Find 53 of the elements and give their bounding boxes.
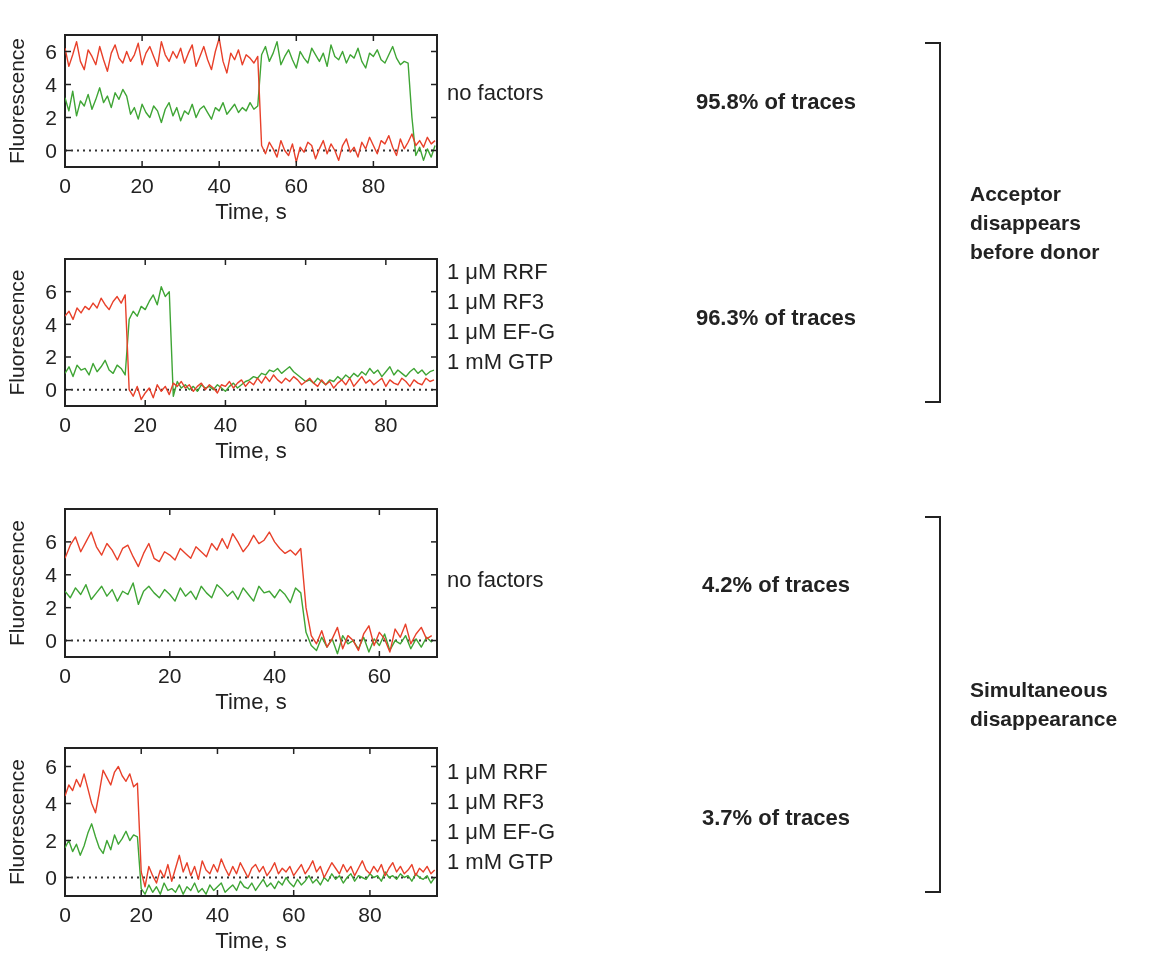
y-tick-label: 0	[45, 378, 57, 402]
text: no factors	[447, 566, 544, 592]
x-tick-label: 60	[282, 903, 306, 926]
y-tick-label: 2	[45, 105, 57, 129]
x-axis-title: Time, s	[215, 689, 287, 714]
line-series	[65, 823, 436, 895]
y-axis-title: Fluorescence	[5, 269, 28, 396]
y-axis-title: Fluorescence	[5, 758, 28, 886]
x-axis-title: Time, s	[215, 199, 287, 224]
y-tick-label: 4	[45, 72, 58, 96]
y-axis-title: Fluorescence	[5, 519, 28, 647]
text: 3.7% of traces	[702, 804, 850, 830]
x-tick-label: 40	[213, 413, 238, 436]
y-tick-label: 2	[45, 596, 57, 620]
x-axis-title: Time, s	[215, 438, 287, 463]
text: no factors	[447, 79, 544, 105]
y-tick-label: 6	[45, 530, 57, 554]
y-axis-title: Fluorescence	[5, 37, 28, 165]
y-tick-label: 4	[45, 791, 58, 815]
x-tick-label: 20	[129, 903, 153, 926]
text: Acceptor disappears before donor	[970, 181, 1100, 263]
text: 96.3% of traces	[695, 304, 857, 330]
x-tick-label: 40	[207, 174, 231, 197]
x-tick-label: 40	[262, 664, 287, 687]
x-tick-label: 60	[293, 413, 318, 436]
y-tick-label: 4	[45, 563, 58, 587]
text: 1 μM RRF 1 μM RF3 1 μM EF-G 1 mM GTP	[447, 258, 556, 374]
text: 4.2% of traces	[702, 571, 850, 597]
line-series	[65, 765, 436, 888]
line-series	[65, 582, 433, 655]
y-tick-label: 4	[45, 312, 58, 336]
y-tick-label: 2	[45, 828, 57, 852]
x-tick-label: 80	[361, 174, 386, 197]
text: 1 μM RRF 1 μM RF3 1 μM EF-G 1 mM GTP	[447, 758, 556, 874]
x-tick-label: 60	[284, 174, 308, 197]
x-tick-label: 20	[130, 174, 154, 197]
x-tick-label: 20	[133, 413, 157, 436]
y-tick-label: 0	[45, 138, 57, 162]
y-tick-label: 6	[45, 280, 57, 304]
line-series	[65, 531, 433, 653]
x-tick-label: 60	[367, 664, 392, 687]
y-tick-label: 2	[45, 345, 57, 369]
x-tick-label: 80	[374, 413, 398, 436]
x-tick-label: 20	[158, 664, 182, 687]
y-tick-label: 0	[45, 865, 57, 889]
x-tick-label: 40	[205, 903, 230, 926]
y-tick-label: 6	[45, 39, 57, 63]
text: Simultaneous disappearance	[970, 678, 1118, 731]
y-tick-label: 0	[45, 628, 57, 652]
text: 95.8% of traces	[695, 88, 857, 114]
x-axis-title: Time, s	[215, 928, 287, 953]
x-tick-label: 80	[358, 903, 382, 926]
y-tick-label: 6	[45, 754, 57, 778]
